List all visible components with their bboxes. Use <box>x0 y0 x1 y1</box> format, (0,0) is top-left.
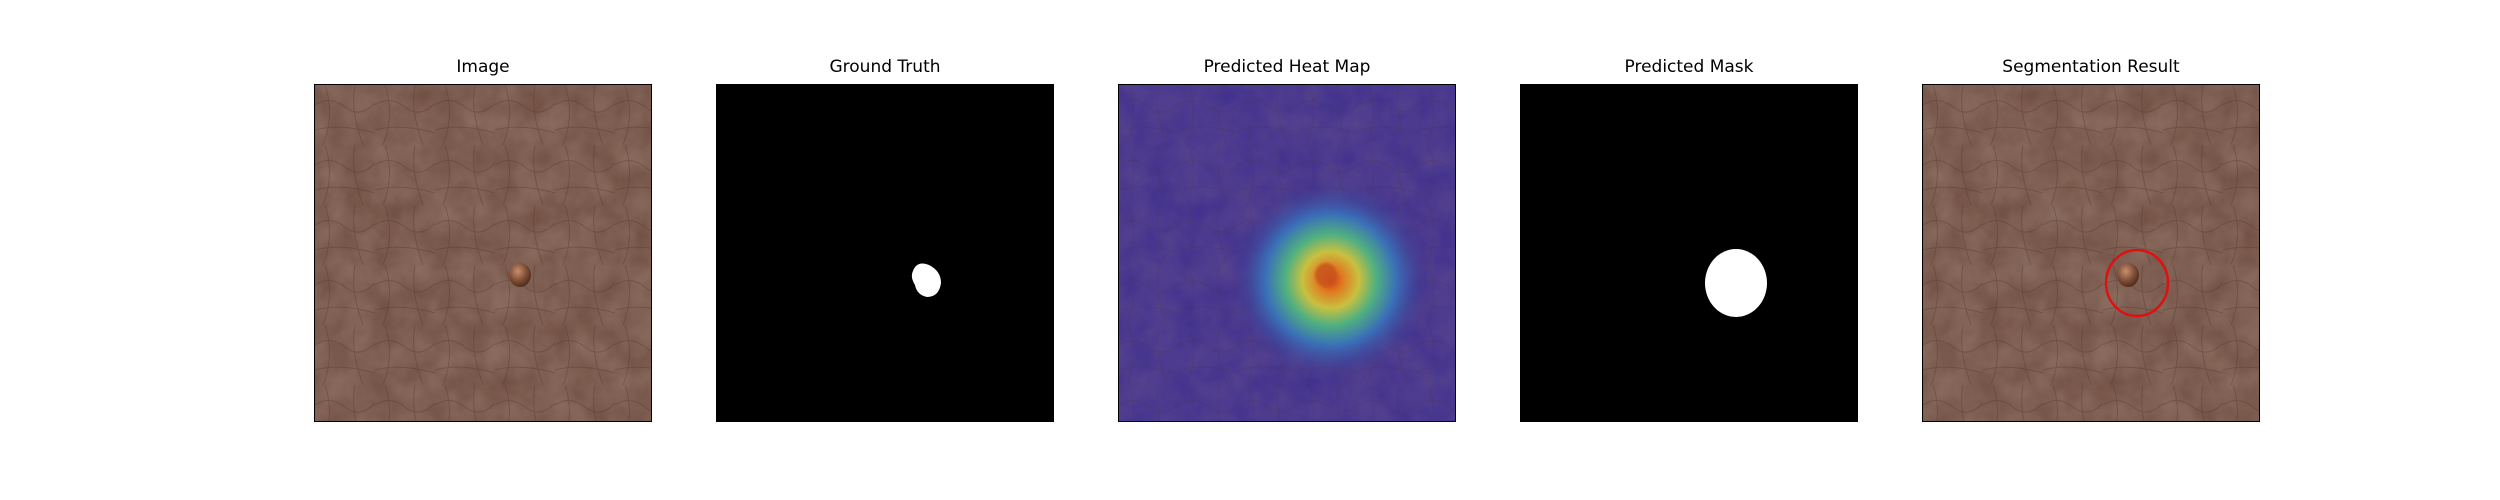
ground-truth-mask <box>717 85 1053 421</box>
segmentation-circle <box>2104 248 2170 318</box>
ground-truth-blob <box>911 263 941 297</box>
leather-image <box>315 85 651 421</box>
predicted-blob <box>1705 249 1767 317</box>
ground-truth-frame <box>716 84 1054 422</box>
panel-title: Segmentation Result <box>2002 57 2180 77</box>
heat-map-frame <box>1118 84 1456 422</box>
predicted-mask <box>1521 85 1857 421</box>
predicted-mask-frame <box>1520 84 1858 422</box>
panel-title: Predicted Heat Map <box>1203 57 1371 77</box>
heat-hotspot <box>1315 263 1337 287</box>
image-frame <box>314 84 652 422</box>
mole <box>509 263 531 287</box>
segmentation-frame <box>1922 84 2260 422</box>
mole <box>2117 263 2139 287</box>
segmentation-image <box>1923 85 2259 421</box>
panel-title: Image <box>456 57 510 77</box>
panel-title: Predicted Mask <box>1624 57 1754 77</box>
heat-map <box>1119 85 1455 421</box>
panel-title: Ground Truth <box>829 57 941 77</box>
